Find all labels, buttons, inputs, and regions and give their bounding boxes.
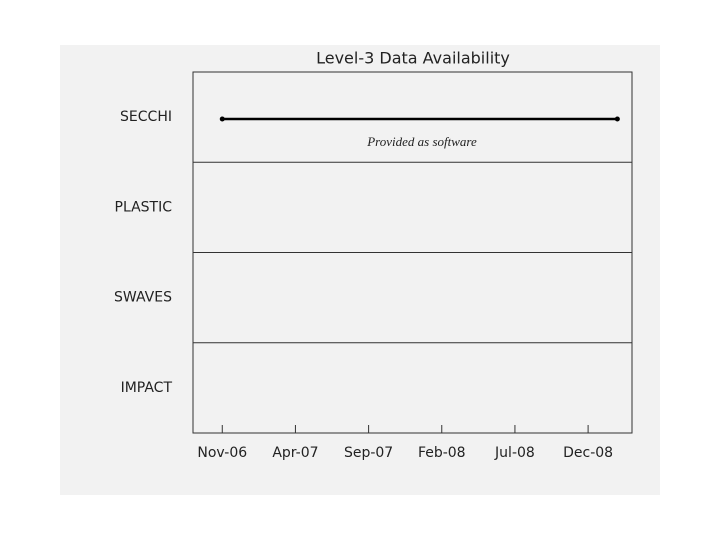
bar-start [219,116,225,122]
x-tick-label: Jul-08 [494,445,535,461]
row-label: PLASTIC [115,199,173,215]
row-label: SWAVES [114,290,172,306]
row-label: IMPACT [121,380,173,396]
x-tick-label: Sep-07 [344,445,393,461]
annotation: Provided as software [366,134,477,149]
x-tick-label: Feb-08 [418,445,466,461]
row-label: SECCHI [120,109,172,125]
x-tick-label: Apr-07 [272,445,318,461]
x-tick-label: Dec-08 [563,445,613,461]
x-tick-label: Nov-06 [197,445,247,461]
bar-end [614,116,620,122]
chart-title: Level-3 Data Availability [316,49,510,68]
